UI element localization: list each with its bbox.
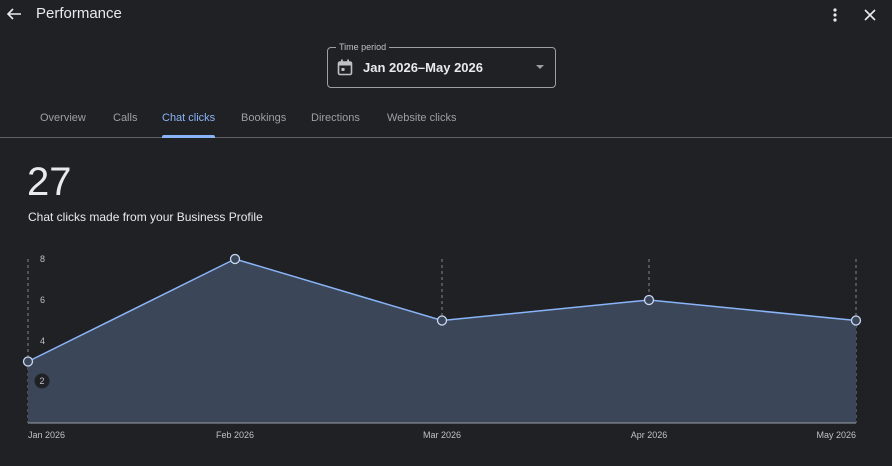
data-point — [436, 315, 448, 326]
data-point — [643, 294, 655, 306]
calendar-icon — [337, 59, 353, 76]
x-tick-label: Apr 2026 — [631, 430, 668, 440]
y-tick-badge — [34, 373, 50, 389]
y-tick-label: 8 — [40, 254, 45, 264]
more-options-button[interactable] — [826, 4, 844, 26]
data-point — [850, 315, 862, 326]
tab-chat-clicks[interactable]: Chat clicks — [162, 112, 216, 138]
tab-website-clicks[interactable]: Website clicks — [387, 112, 457, 124]
y-tick-label: 4 — [40, 336, 45, 346]
data-point — [22, 356, 34, 367]
tab-overview[interactable]: Overview — [40, 112, 86, 124]
x-tick-label: Jan 2026 — [28, 430, 65, 440]
metric-value: 27 — [27, 160, 72, 204]
tab-bar: Overview Calls Chat clicks Bookings Dire… — [0, 104, 892, 138]
y-tick-label: 2 — [39, 376, 44, 386]
chevron-down-icon — [536, 65, 544, 69]
arrow-back-icon — [6, 8, 21, 20]
tab-bookings[interactable]: Bookings — [241, 112, 287, 124]
page-title: Performance — [36, 5, 122, 22]
tab-directions[interactable]: Directions — [311, 112, 360, 124]
metric-label: Chat clicks made from your Business Prof… — [28, 210, 263, 224]
tab-calls[interactable]: Calls — [113, 112, 138, 124]
close-button[interactable] — [860, 4, 880, 26]
time-period-select[interactable]: Time period Jan 2026–May 2026 — [327, 41, 556, 88]
x-tick-label: Feb 2026 — [216, 430, 254, 440]
close-icon — [864, 9, 876, 21]
x-tick-label: Mar 2026 — [423, 430, 461, 440]
x-tick-label: May 2026 — [816, 430, 856, 440]
top-bar: Performance — [0, 0, 892, 30]
chat-clicks-chart: 2 4 6 8 Jan 2026 Feb 2026 Mar 2026 Apr 2026 May … — [22, 253, 862, 440]
data-point — [229, 253, 241, 265]
time-period-legend: Time period — [336, 41, 390, 53]
time-period-value: Jan 2026–May 2026 — [363, 60, 483, 75]
back-button[interactable] — [4, 3, 24, 25]
more-vert-icon — [833, 8, 837, 22]
y-tick-label: 6 — [40, 295, 45, 305]
